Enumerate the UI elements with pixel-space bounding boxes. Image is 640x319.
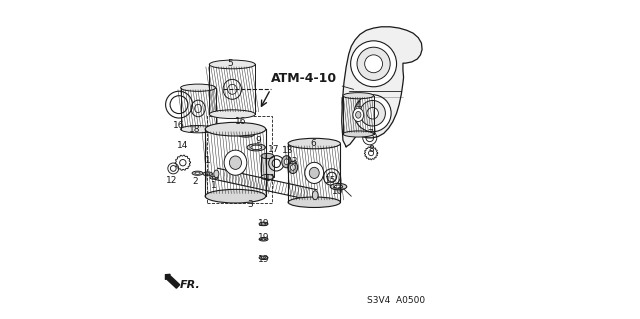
Bar bbox=[207, 116, 272, 203]
Ellipse shape bbox=[356, 112, 361, 118]
Text: 12: 12 bbox=[166, 176, 177, 185]
Ellipse shape bbox=[330, 183, 347, 190]
Ellipse shape bbox=[284, 159, 289, 165]
Text: ATM-4-10: ATM-4-10 bbox=[271, 72, 337, 85]
Ellipse shape bbox=[224, 150, 247, 175]
Ellipse shape bbox=[261, 174, 274, 180]
Text: 2: 2 bbox=[193, 177, 198, 186]
Ellipse shape bbox=[192, 171, 203, 175]
Text: 16: 16 bbox=[235, 117, 246, 126]
Ellipse shape bbox=[261, 257, 266, 259]
Ellipse shape bbox=[237, 131, 255, 137]
Ellipse shape bbox=[229, 156, 241, 169]
Circle shape bbox=[360, 100, 385, 126]
Ellipse shape bbox=[312, 191, 318, 200]
Ellipse shape bbox=[251, 145, 262, 150]
Ellipse shape bbox=[259, 256, 268, 260]
Ellipse shape bbox=[291, 165, 295, 170]
Ellipse shape bbox=[195, 172, 200, 174]
Text: 15: 15 bbox=[325, 176, 337, 185]
Text: 11: 11 bbox=[265, 174, 276, 183]
Text: 8: 8 bbox=[368, 145, 374, 154]
Ellipse shape bbox=[247, 144, 266, 151]
Text: 6: 6 bbox=[311, 139, 317, 148]
Ellipse shape bbox=[205, 122, 266, 136]
Bar bbox=[261, 156, 274, 177]
Circle shape bbox=[367, 108, 378, 119]
Ellipse shape bbox=[214, 170, 219, 178]
Ellipse shape bbox=[205, 189, 266, 203]
Ellipse shape bbox=[343, 131, 374, 137]
Text: FR.: FR. bbox=[180, 279, 200, 290]
Circle shape bbox=[354, 95, 391, 132]
Text: 18: 18 bbox=[189, 125, 201, 134]
Text: 19: 19 bbox=[259, 233, 270, 242]
Circle shape bbox=[351, 41, 397, 87]
Ellipse shape bbox=[353, 108, 364, 122]
Ellipse shape bbox=[309, 167, 319, 178]
Text: 19: 19 bbox=[259, 219, 270, 228]
Text: 1: 1 bbox=[205, 156, 211, 165]
Ellipse shape bbox=[203, 172, 212, 176]
Ellipse shape bbox=[282, 156, 291, 168]
Ellipse shape bbox=[261, 238, 266, 240]
Ellipse shape bbox=[205, 173, 210, 175]
Text: S3V4  A0500: S3V4 A0500 bbox=[367, 296, 426, 305]
Text: 13: 13 bbox=[287, 157, 299, 166]
Text: 16: 16 bbox=[173, 121, 185, 130]
Text: 13: 13 bbox=[282, 146, 293, 155]
Text: 9: 9 bbox=[255, 136, 260, 145]
Circle shape bbox=[357, 47, 390, 80]
Text: 14: 14 bbox=[177, 141, 189, 150]
Ellipse shape bbox=[288, 161, 298, 174]
Text: 17: 17 bbox=[268, 145, 280, 154]
Ellipse shape bbox=[288, 197, 340, 207]
FancyArrow shape bbox=[165, 274, 180, 288]
Ellipse shape bbox=[288, 138, 340, 149]
Ellipse shape bbox=[212, 177, 216, 179]
Text: 7: 7 bbox=[367, 130, 373, 138]
Circle shape bbox=[365, 55, 383, 73]
Ellipse shape bbox=[259, 237, 268, 241]
Ellipse shape bbox=[259, 222, 268, 226]
Text: 19: 19 bbox=[257, 256, 269, 264]
Text: 4: 4 bbox=[355, 101, 361, 110]
Ellipse shape bbox=[209, 110, 255, 119]
Ellipse shape bbox=[343, 93, 374, 99]
Text: 10: 10 bbox=[332, 187, 343, 196]
Ellipse shape bbox=[241, 132, 251, 136]
Ellipse shape bbox=[209, 60, 255, 69]
Ellipse shape bbox=[180, 126, 216, 133]
Polygon shape bbox=[342, 27, 422, 147]
Ellipse shape bbox=[334, 185, 342, 188]
Ellipse shape bbox=[305, 162, 324, 183]
Ellipse shape bbox=[261, 153, 274, 159]
Ellipse shape bbox=[210, 176, 218, 179]
Ellipse shape bbox=[180, 84, 216, 91]
Text: 3: 3 bbox=[248, 200, 253, 209]
Text: 5: 5 bbox=[227, 59, 233, 68]
Ellipse shape bbox=[261, 223, 266, 225]
Text: 1: 1 bbox=[211, 181, 217, 190]
